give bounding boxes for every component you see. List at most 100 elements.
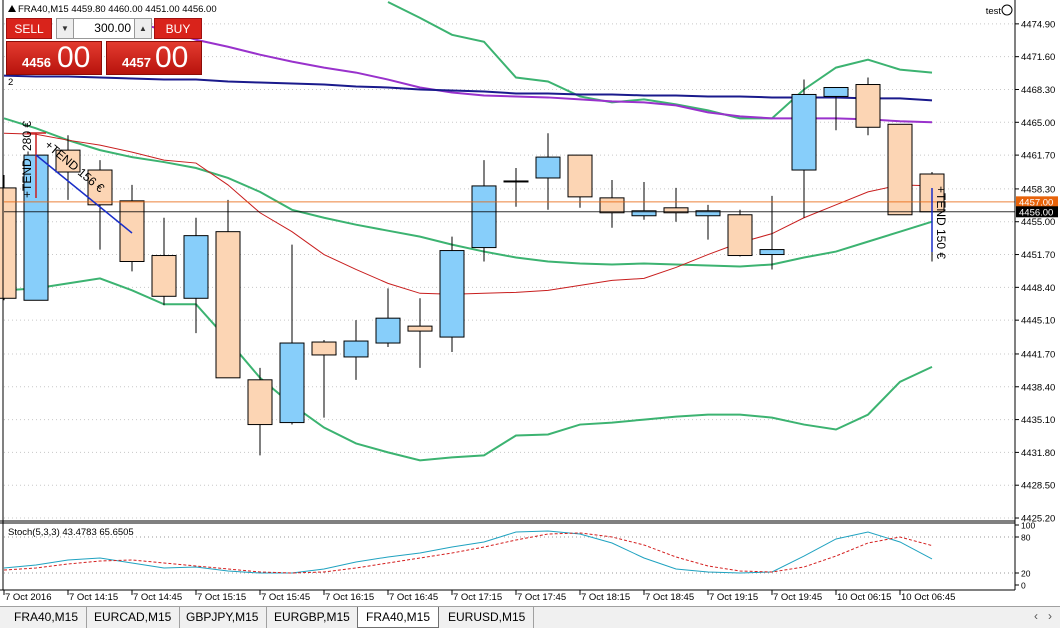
- trade-panel: SELL ▼ 300.00 ▲ BUY 4456 00 4457 00: [6, 18, 202, 76]
- candle-body: [407, 325, 433, 332]
- candle-body: [695, 210, 721, 217]
- x-tick-label: 7 Oct 14:45: [133, 592, 182, 603]
- indicator-line: [3, 532, 933, 574]
- x-tick-label: 7 Oct 18:15: [581, 592, 630, 603]
- candle-body: [759, 249, 785, 256]
- x-tick-label: 7 Oct 18:45: [645, 592, 694, 603]
- x-tick-label: 7 Oct 16:15: [325, 592, 374, 603]
- chart-tab[interactable]: FRA40,M15: [6, 607, 88, 628]
- candle-body: [311, 341, 337, 356]
- trend-label: +TEND -280 €: [20, 121, 34, 198]
- candle-body: [151, 255, 177, 297]
- volume-down[interactable]: ▼: [57, 19, 74, 38]
- buy-price-button[interactable]: 4457 00: [106, 41, 202, 75]
- candle-body: [87, 169, 113, 206]
- x-tick-label: 7 Oct 17:45: [517, 592, 566, 603]
- y-tick-label: 4455.00: [1021, 217, 1055, 228]
- y-tick-label: 4458.30: [1021, 184, 1055, 195]
- y-tick-label: 4445.10: [1021, 316, 1055, 327]
- user-icon[interactable]: [1001, 4, 1013, 16]
- chart-background: [0, 0, 1060, 606]
- price-label: 4457.00: [1019, 197, 1053, 208]
- volume-box: ▼ 300.00 ▲: [56, 18, 152, 39]
- indicator-line: [3, 117, 933, 268]
- candle-body: [439, 250, 465, 338]
- candle-body: [631, 210, 657, 217]
- candle-body: [343, 340, 369, 358]
- buy-button[interactable]: BUY: [154, 18, 202, 39]
- stoch-title: Stoch(5,3,3) 43.4783 65.6505: [8, 527, 134, 538]
- sell-price-major: 4456: [22, 55, 51, 70]
- y-tick-label: 80: [1021, 533, 1031, 543]
- x-tick-label: 10 Oct 06:15: [837, 592, 891, 603]
- x-tick-label: 7 Oct 19:45: [773, 592, 822, 603]
- y-tick-label: 4438.40: [1021, 382, 1055, 393]
- candle-body: [823, 86, 849, 97]
- volume-input[interactable]: 300.00: [94, 21, 131, 35]
- candle-body: [0, 187, 17, 299]
- candle-body: [215, 231, 241, 379]
- y-tick-label: 20: [1021, 569, 1031, 579]
- indicator-line: [387, 1, 933, 120]
- price-label-box: [1016, 206, 1058, 218]
- y-tick-label: 4448.40: [1021, 283, 1055, 294]
- y-tick-label: 4461.70: [1021, 151, 1055, 162]
- y-tick-label: 4431.80: [1021, 448, 1055, 459]
- sell-button[interactable]: SELL: [6, 18, 52, 39]
- x-tick-label: 7 Oct 19:15: [709, 592, 758, 603]
- x-tick-label: 7 Oct 15:15: [197, 592, 246, 603]
- buy-price-minor: 00: [155, 41, 189, 74]
- x-tick-label: 7 Oct 14:15: [69, 592, 118, 603]
- trend-line: [35, 154, 133, 234]
- volume-up[interactable]: ▲: [134, 19, 151, 38]
- candle-body: [887, 123, 913, 216]
- y-tick-label: 4474.90: [1021, 19, 1055, 30]
- candle-body: [567, 154, 593, 198]
- price-label: 4456.00: [1019, 207, 1053, 218]
- y-tick-label: 0: [1021, 581, 1026, 591]
- candle-body: [279, 342, 305, 424]
- y-tick-label: 4468.30: [1021, 85, 1055, 96]
- chart-tab[interactable]: EURCAD,M15: [86, 607, 181, 628]
- candle-body: [663, 207, 689, 214]
- chart-header: FRA40,M15 4459.80 4460.00 4451.00 4456.0…: [18, 4, 217, 15]
- y-tick-label: 4435.10: [1021, 415, 1055, 426]
- y-tick-label: 4441.70: [1021, 349, 1055, 360]
- x-tick-label: 7 Oct 2016: [5, 592, 51, 603]
- chart-tab[interactable]: FRA40,M15: [357, 607, 440, 628]
- indicator-line: [3, 277, 933, 462]
- x-tick-label: 7 Oct 16:45: [389, 592, 438, 603]
- y-tick-label: 4425.20: [1021, 514, 1055, 525]
- y-tick-label: 4428.50: [1021, 481, 1055, 492]
- x-tick-label: 7 Oct 15:45: [261, 592, 310, 603]
- indicator-line: [3, 530, 933, 574]
- buy-price-major: 4457: [122, 55, 151, 70]
- chart-menu-icon[interactable]: [8, 5, 16, 12]
- x-tick-label: 10 Oct 06:45: [901, 592, 955, 603]
- y-tick-label: 100: [1021, 521, 1035, 531]
- window-index: 2: [8, 77, 13, 88]
- y-tick-label: 4465.00: [1021, 118, 1055, 129]
- chart-tab[interactable]: EURGBP,M15: [266, 607, 359, 628]
- tab-scroll-right[interactable]: ›: [1048, 609, 1052, 623]
- candle-body: [727, 214, 753, 257]
- indicator-line: [3, 74, 933, 102]
- candle-body: [855, 84, 881, 128]
- candle-body: [183, 235, 209, 299]
- sell-price-minor: 00: [57, 41, 91, 74]
- indicator-line: [3, 132, 933, 295]
- candle-body: [119, 200, 145, 262]
- tab-scroll-left[interactable]: ‹: [1034, 609, 1038, 623]
- candle-body: [471, 185, 497, 249]
- sell-price-button[interactable]: 4456 00: [6, 41, 102, 75]
- trend-label: +TEND 150 €: [934, 186, 948, 259]
- chart-tab[interactable]: EURUSD,M15: [440, 607, 535, 628]
- chart-tab[interactable]: GBPJPY,M15: [178, 607, 268, 628]
- candle-body: [503, 180, 529, 183]
- candle-body: [375, 317, 401, 344]
- x-tick-label: 7 Oct 17:15: [453, 592, 502, 603]
- candle-body: [535, 156, 561, 179]
- candle-body: [791, 93, 817, 171]
